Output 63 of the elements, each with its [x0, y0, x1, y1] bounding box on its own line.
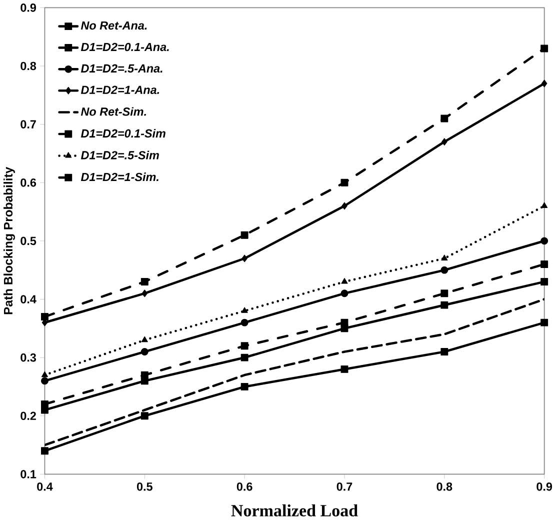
point: [41, 400, 48, 408]
point: [440, 348, 448, 356]
point: [440, 290, 448, 298]
point: [541, 202, 548, 208]
point: [240, 342, 248, 350]
point: [440, 266, 448, 274]
y-tick-label: 0.2: [20, 412, 36, 420]
y-tick-label: 0.5: [20, 236, 36, 246]
y-axis-title: Path Blocking Probability: [4, 166, 15, 314]
point: [540, 260, 548, 268]
point: [440, 114, 448, 122]
point: [241, 307, 248, 313]
legend-label: D1=D2=0.1-Sim: [80, 129, 166, 138]
y-tick-label: 0.7: [20, 120, 36, 128]
point: [41, 313, 48, 320]
point: [41, 371, 48, 378]
y-tick-label: 0.4: [20, 295, 36, 304]
x-tick-label: 0.9: [536, 482, 552, 491]
legend-label: No Ret-Sim.: [80, 107, 146, 116]
legend-label: D1=D2=.5-Sim: [80, 150, 159, 160]
legend-label: D1=D2=.5-Ana.: [80, 64, 162, 73]
x-tick-label: 0.5: [136, 482, 152, 491]
point: [41, 447, 48, 455]
point: [140, 348, 148, 356]
legend-label: D1=D2=0.1-Ana.: [80, 42, 169, 52]
x-tick-label: 0.8: [436, 482, 452, 491]
point: [540, 44, 548, 52]
point: [240, 383, 248, 390]
point: [442, 138, 448, 146]
point: [340, 290, 348, 298]
y-tick-label: 0.6: [20, 178, 36, 187]
x-tick-label: 0.7: [336, 482, 352, 491]
y-tick-label: 0.9: [20, 4, 36, 12]
point: [240, 354, 248, 362]
point: [540, 318, 548, 326]
y-tick-label: 0.1: [20, 470, 36, 478]
legend-label: No Ret-Ana.: [80, 22, 147, 30]
point: [540, 237, 548, 245]
y-tick-label: 0.8: [20, 62, 36, 70]
x-tick-label: 0.4: [37, 482, 53, 491]
legend-label: D1=D2=1-Sim.: [80, 172, 158, 182]
y-tick-label: 0.3: [20, 353, 36, 362]
point: [440, 301, 448, 309]
point: [141, 336, 148, 342]
point: [340, 366, 348, 373]
point: [140, 371, 148, 379]
point: [341, 278, 348, 284]
x-axis-title: Normalized Load: [231, 504, 358, 516]
point: [140, 278, 148, 286]
x-tick-label: 0.6: [236, 482, 252, 491]
point: [340, 178, 348, 186]
point: [140, 412, 148, 420]
point: [340, 318, 348, 326]
legend-label: D1=D2=1-Ana.: [80, 86, 160, 94]
point: [540, 278, 548, 286]
point: [342, 202, 348, 210]
point: [142, 290, 148, 298]
point: [240, 318, 248, 326]
point: [541, 80, 548, 88]
point: [242, 254, 248, 262]
point: [240, 231, 248, 239]
point: [41, 377, 48, 385]
point: [441, 254, 448, 260]
